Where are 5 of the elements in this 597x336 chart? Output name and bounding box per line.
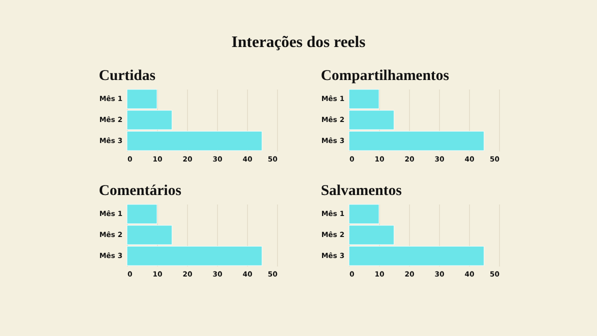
chart-title: Curtidas	[98, 68, 156, 84]
chart-title: Comentários	[98, 183, 182, 199]
chart-title: Compartilhamentos	[320, 68, 450, 84]
text: Interações dos reels	[230, 34, 366, 52]
chart-title: Salvamentos	[320, 183, 402, 199]
